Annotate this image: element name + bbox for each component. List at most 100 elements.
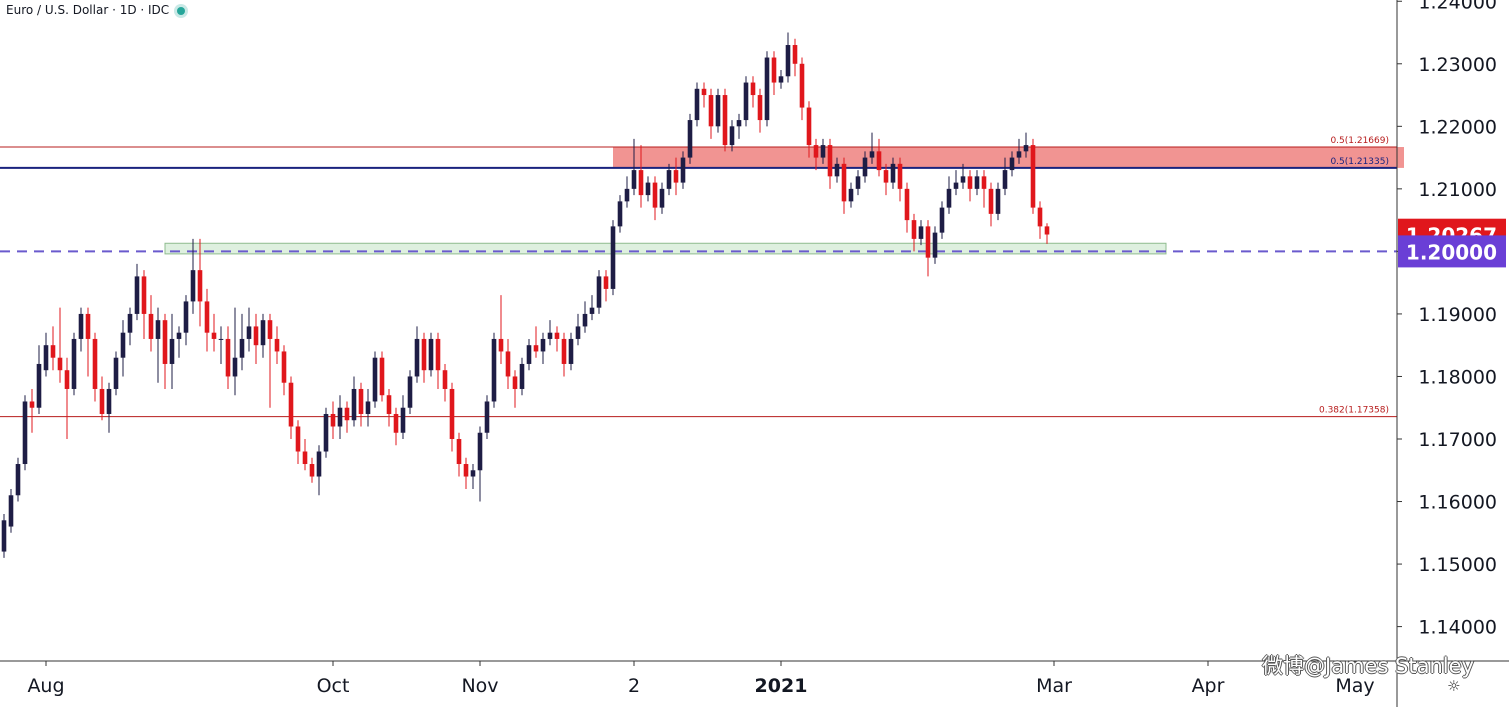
candle[interactable] <box>1023 132 1029 158</box>
candle[interactable] <box>470 464 476 490</box>
candle[interactable] <box>764 51 770 127</box>
candle[interactable] <box>1030 138 1036 214</box>
candle[interactable] <box>743 76 749 127</box>
candle[interactable] <box>981 170 987 208</box>
candle[interactable] <box>680 151 686 189</box>
candle[interactable] <box>211 313 217 352</box>
candle[interactable] <box>820 138 826 164</box>
candle[interactable] <box>771 51 777 96</box>
candle[interactable] <box>813 138 819 171</box>
candle[interactable] <box>99 376 105 421</box>
candle[interactable] <box>155 307 161 383</box>
candle[interactable] <box>323 407 329 458</box>
candle[interactable] <box>932 226 938 264</box>
candle[interactable] <box>421 332 427 383</box>
candle[interactable] <box>449 382 455 452</box>
candle[interactable] <box>134 263 140 321</box>
candle[interactable] <box>645 176 651 202</box>
candle[interactable] <box>631 138 637 196</box>
candle[interactable] <box>288 376 294 439</box>
candle[interactable] <box>316 445 322 496</box>
candle[interactable] <box>897 157 903 202</box>
candle[interactable] <box>414 326 420 383</box>
candle[interactable] <box>281 345 287 396</box>
candle[interactable] <box>8 489 14 533</box>
candle[interactable] <box>64 357 70 439</box>
candle[interactable] <box>876 138 882 177</box>
candle[interactable] <box>533 326 539 358</box>
candle[interactable] <box>855 170 861 196</box>
candle[interactable] <box>344 401 350 433</box>
candle[interactable] <box>120 320 126 377</box>
candle[interactable] <box>547 320 553 346</box>
candle[interactable] <box>575 313 581 346</box>
candle[interactable] <box>29 388 35 433</box>
candle[interactable] <box>960 163 966 189</box>
candle[interactable] <box>540 332 546 364</box>
candle[interactable] <box>624 176 630 208</box>
candle[interactable] <box>554 326 560 352</box>
candle[interactable] <box>106 382 112 433</box>
candle[interactable] <box>386 388 392 427</box>
candle[interactable] <box>834 157 840 183</box>
candle[interactable] <box>435 332 441 389</box>
candle[interactable] <box>253 313 259 364</box>
candle[interactable] <box>659 182 665 214</box>
candle[interactable] <box>1016 138 1022 164</box>
candle[interactable] <box>71 332 77 396</box>
candle[interactable] <box>141 270 147 339</box>
candle[interactable] <box>946 176 952 214</box>
candle[interactable] <box>610 220 616 296</box>
candle[interactable] <box>918 220 924 246</box>
candle[interactable] <box>1002 157 1008 196</box>
candle[interactable] <box>778 70 784 89</box>
candle[interactable] <box>22 395 28 471</box>
candle[interactable] <box>603 270 609 302</box>
candle[interactable] <box>442 363 448 402</box>
candle[interactable] <box>911 213 917 252</box>
candle[interactable] <box>883 163 889 196</box>
candle[interactable] <box>995 182 1001 221</box>
candle[interactable] <box>589 295 595 321</box>
candle[interactable] <box>925 220 931 277</box>
candle[interactable] <box>806 101 812 158</box>
candle[interactable] <box>407 370 413 414</box>
candle[interactable] <box>512 370 518 408</box>
candle[interactable] <box>1009 151 1015 177</box>
candle[interactable] <box>799 57 805 121</box>
candle[interactable] <box>862 151 868 183</box>
candle[interactable] <box>176 326 182 358</box>
candle[interactable] <box>582 301 588 333</box>
candle[interactable] <box>526 338 532 371</box>
candle[interactable] <box>204 288 210 352</box>
candle[interactable] <box>841 157 847 214</box>
candle[interactable] <box>127 307 133 346</box>
candle[interactable] <box>393 407 399 446</box>
candle[interactable] <box>78 307 84 352</box>
candle[interactable] <box>673 157 679 196</box>
candle[interactable] <box>337 395 343 439</box>
candle[interactable] <box>519 357 525 396</box>
candle[interactable] <box>974 170 980 196</box>
candle[interactable] <box>372 351 378 408</box>
candle[interactable] <box>484 395 490 439</box>
candle[interactable] <box>792 38 798 77</box>
candle[interactable] <box>988 182 994 227</box>
candle[interactable] <box>1037 201 1043 239</box>
candle[interactable] <box>652 176 658 221</box>
candle[interactable] <box>596 270 602 314</box>
candle[interactable] <box>904 182 910 233</box>
candle[interactable] <box>477 426 483 502</box>
candle[interactable] <box>1044 223 1050 244</box>
candle[interactable] <box>715 88 721 133</box>
candle[interactable] <box>36 345 42 414</box>
candle[interactable] <box>15 457 21 502</box>
candle[interactable] <box>295 420 301 465</box>
candle[interactable] <box>190 238 196 314</box>
candle[interactable] <box>568 332 574 371</box>
settings-icon[interactable]: ☼ <box>1447 677 1461 695</box>
candle[interactable] <box>848 182 854 208</box>
candle[interactable] <box>750 76 756 108</box>
candle[interactable] <box>330 401 336 439</box>
